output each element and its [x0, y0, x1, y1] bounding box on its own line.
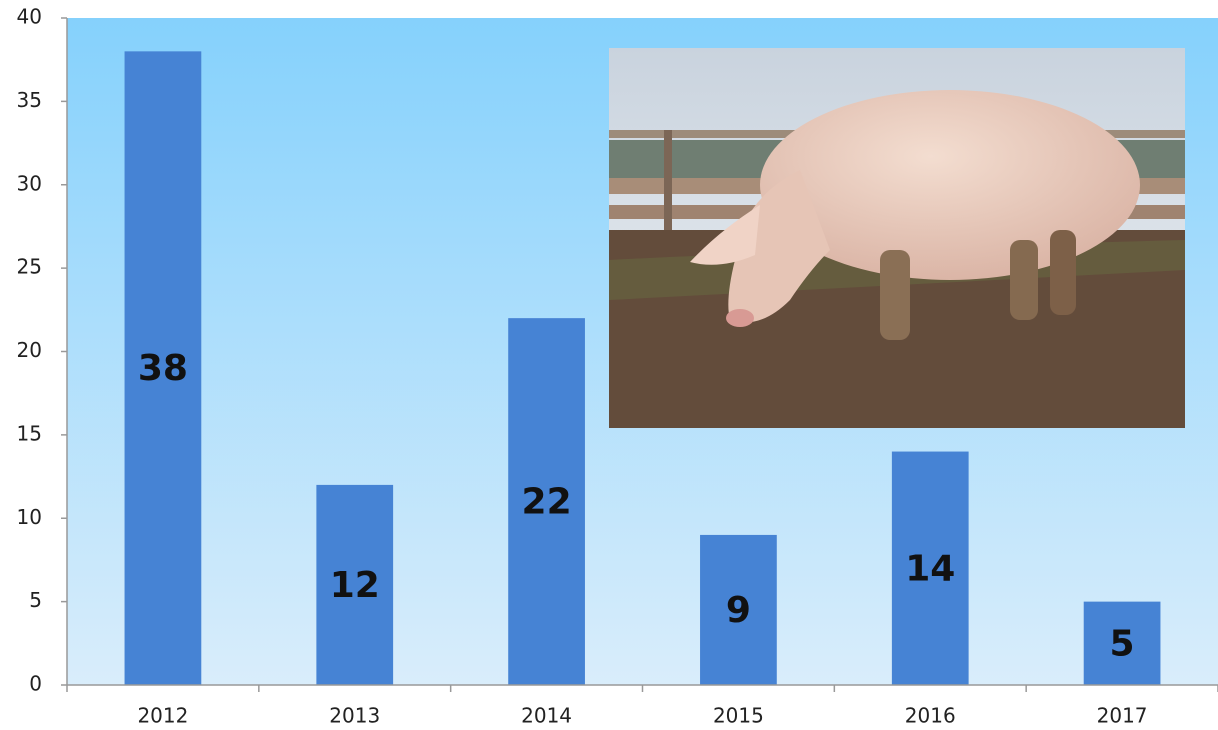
value-label: 12: [330, 565, 380, 606]
y-tick-label: 35: [17, 88, 42, 112]
y-tick-label: 5: [29, 588, 42, 612]
y-tick-label: 10: [17, 505, 42, 529]
y-tick-label: 0: [29, 672, 42, 696]
value-label: 22: [522, 482, 572, 523]
value-label: 38: [138, 348, 188, 389]
y-tick-label: 15: [17, 421, 42, 445]
value-label: 9: [726, 590, 751, 631]
x-tick-label: 2017: [1097, 704, 1148, 728]
x-tick-label: 2015: [713, 704, 764, 728]
page: 0 5 10 15 20 25 30 35 40 2012 38 2013 12 2014 22 2015 9 2…: [0, 0, 1218, 730]
x-tick-label: 2012: [137, 704, 188, 728]
pig-photo: [609, 48, 1185, 428]
y-tick-label: 20: [17, 338, 42, 362]
value-label: 5: [1110, 623, 1135, 664]
x-tick-label: 2014: [521, 704, 572, 728]
y-tick-label: 40: [17, 5, 42, 29]
value-label: 14: [905, 548, 955, 589]
y-tick-label: 30: [17, 171, 42, 195]
x-tick-label: 2013: [329, 704, 380, 728]
y-tick-label: 25: [17, 255, 42, 279]
x-tick-label: 2016: [905, 704, 956, 728]
chart: 0 5 10 15 20 25 30 35 40 2012 38 2013 12 2014 22 2015 9 2…: [0, 0, 1218, 730]
